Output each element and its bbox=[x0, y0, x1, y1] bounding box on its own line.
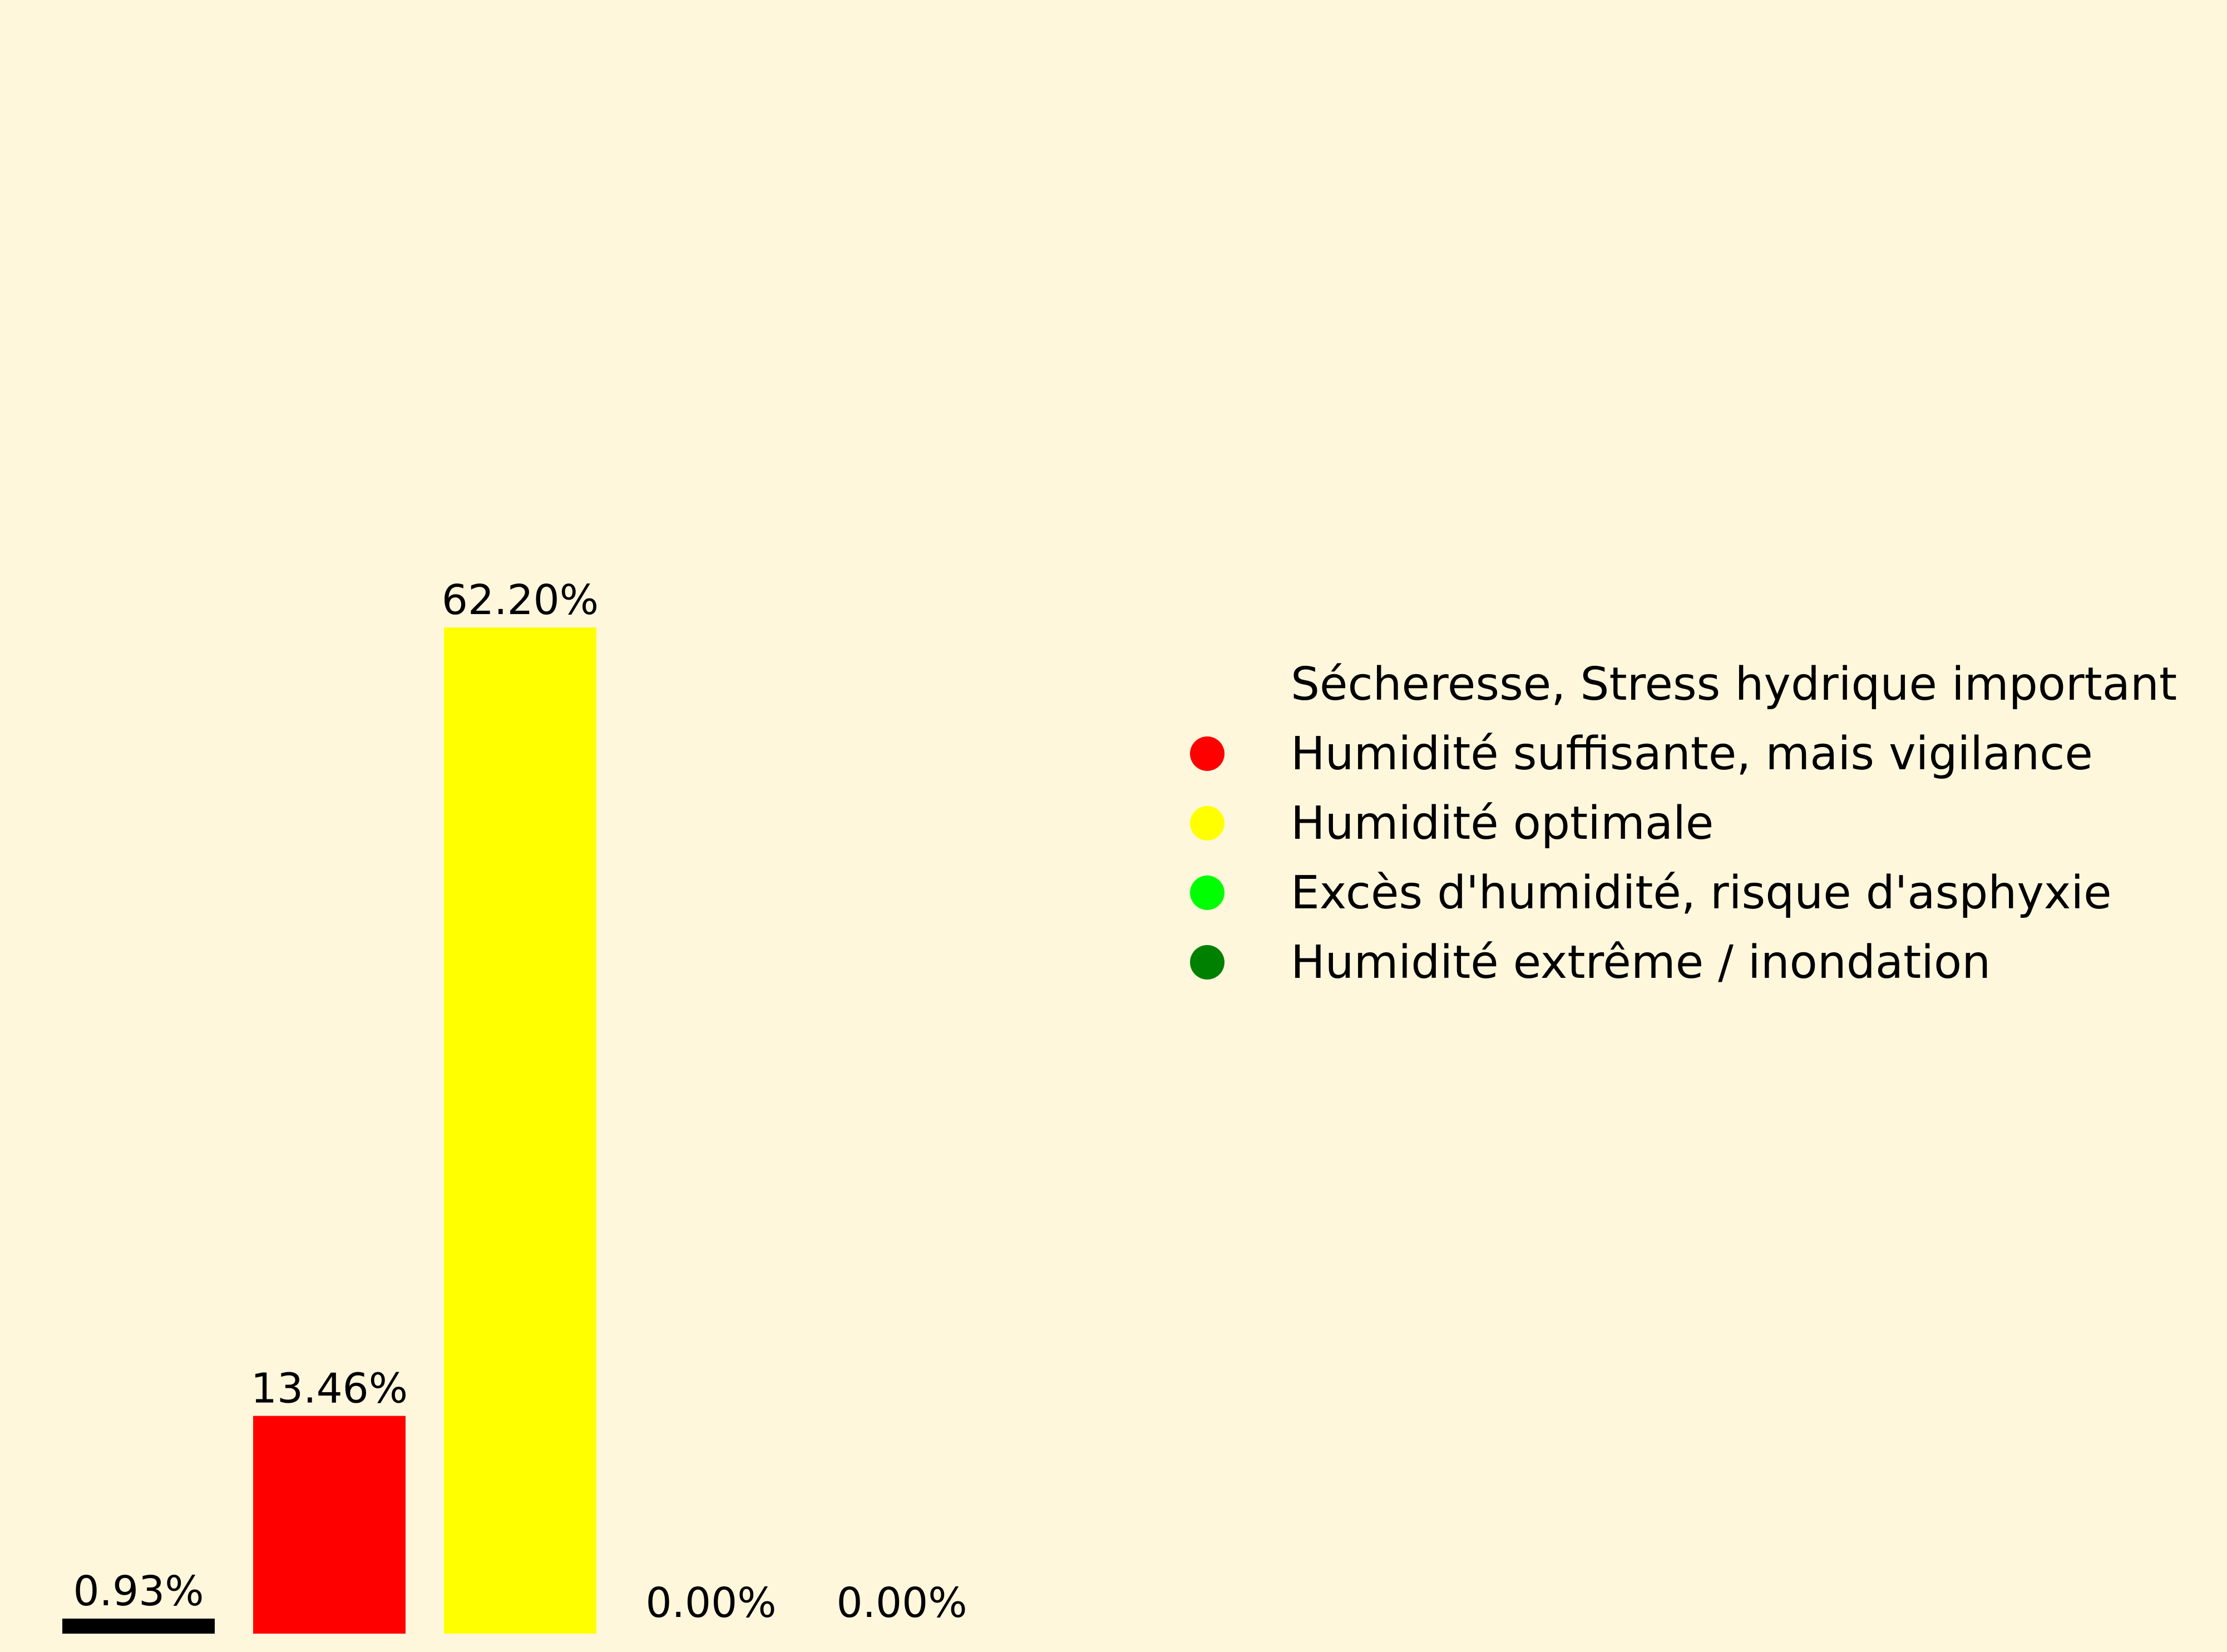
value-labels-layer: 0.93% 13.46% 62.20% 0.00% 0.00% bbox=[73, 576, 967, 1627]
legend-marker-4 bbox=[1190, 876, 1224, 910]
legend-label-5: Humidité extrême / inondation bbox=[1291, 936, 1991, 989]
bar-value-label-4: 0.00% bbox=[645, 1579, 776, 1627]
legend-label-3: Humidité optimale bbox=[1291, 797, 1714, 850]
bar-value-label-1: 0.93% bbox=[73, 1567, 204, 1615]
legend-label-4: Excès d'humidité, risque d'asphyxie bbox=[1291, 867, 2112, 919]
bar-1 bbox=[62, 1618, 215, 1634]
legend-marker-2 bbox=[1190, 736, 1224, 771]
legend-label-1: Sécheresse, Stress hydrique important bbox=[1291, 658, 2177, 711]
legend-marker-5 bbox=[1190, 945, 1224, 980]
bar-value-label-3: 62.20% bbox=[442, 576, 599, 624]
legend-label-2: Humidité suffisante, mais vigilance bbox=[1291, 728, 2093, 780]
legend-marker-3 bbox=[1190, 806, 1224, 840]
bar-2 bbox=[253, 1416, 406, 1634]
bars-layer bbox=[62, 627, 596, 1634]
legend-marker-1 bbox=[1190, 667, 1224, 701]
bar-value-label-5: 0.00% bbox=[836, 1579, 967, 1627]
legend: Sécheresse, Stress hydrique important Hum… bbox=[1190, 658, 2177, 989]
bar-value-label-2: 13.46% bbox=[251, 1365, 408, 1413]
bar-3 bbox=[444, 627, 596, 1634]
